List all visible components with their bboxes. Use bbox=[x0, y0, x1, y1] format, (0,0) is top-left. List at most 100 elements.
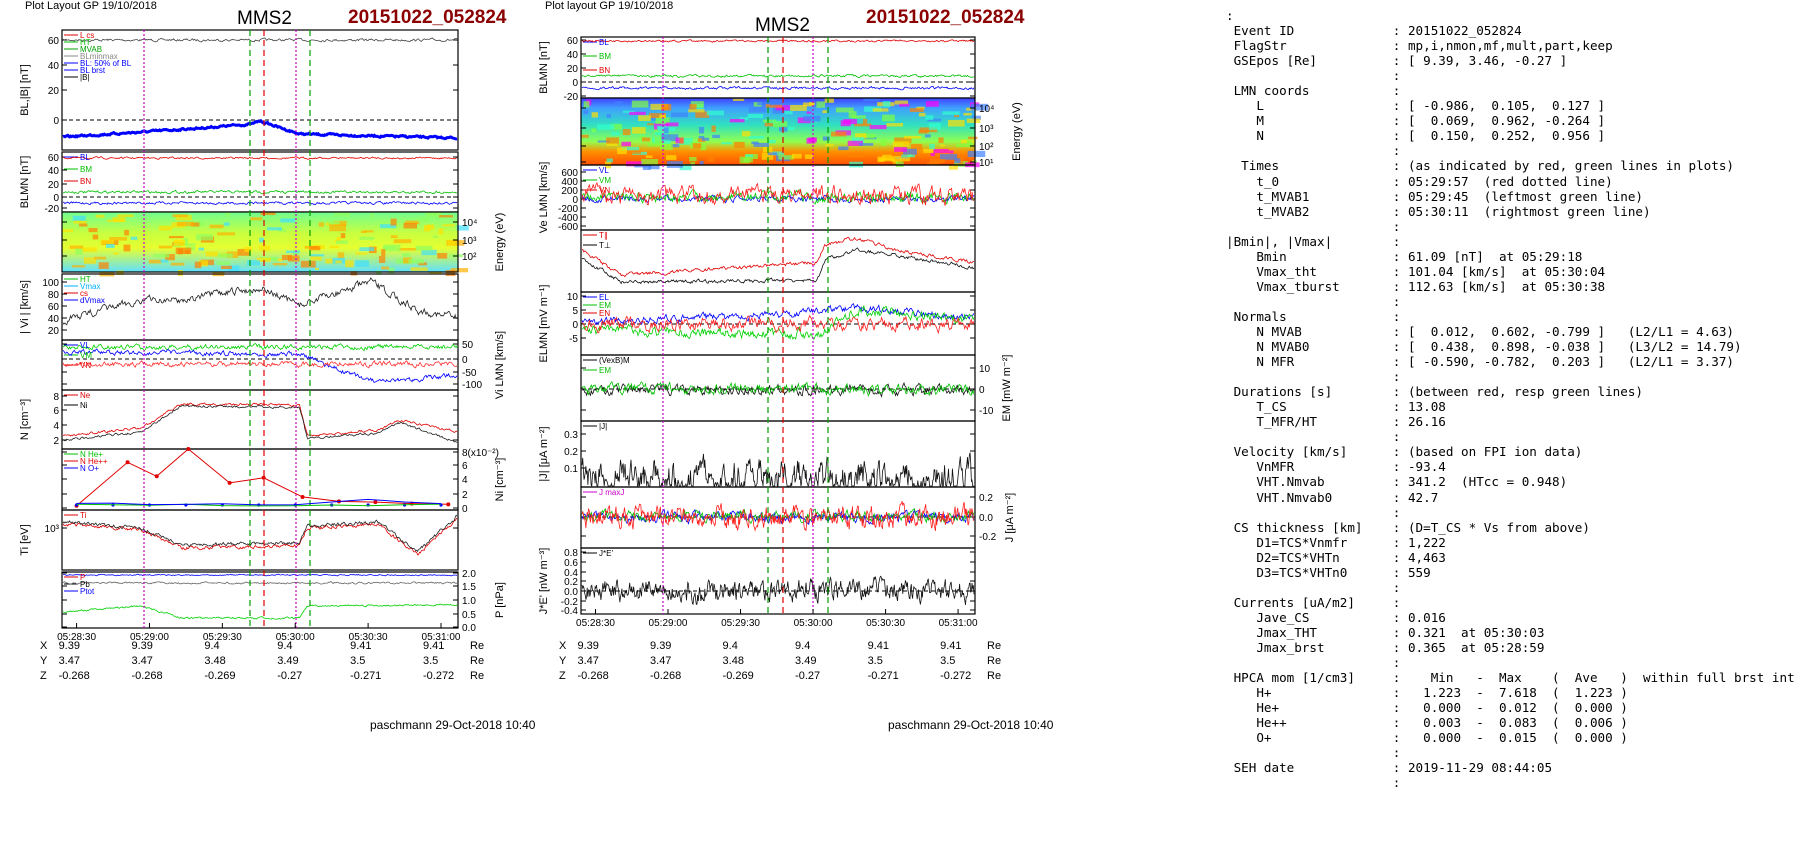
spectrogram-pixel bbox=[688, 109, 705, 113]
x-tick-label: 05:30:00 bbox=[276, 632, 315, 643]
spectrogram-pixel bbox=[664, 127, 669, 134]
spectrogram-pixel bbox=[918, 112, 926, 117]
middle-footer: paschmann 29-Oct-2018 10:40 bbox=[888, 718, 1054, 732]
spectrogram-pixel bbox=[647, 142, 664, 147]
summary-line: : bbox=[1392, 143, 1401, 159]
spectrogram-pixel bbox=[113, 252, 119, 255]
spectrogram-pixel bbox=[900, 157, 911, 162]
spectrogram-pixel bbox=[894, 100, 909, 105]
y-tick-label: 0 bbox=[53, 193, 59, 204]
spectrogram-pixel bbox=[340, 233, 346, 239]
panel-frame bbox=[61, 273, 459, 341]
spectrogram-pixel bbox=[785, 127, 795, 131]
series-ti-black bbox=[62, 514, 458, 553]
legend-entry: cs bbox=[80, 289, 88, 298]
summary-line: Times : (as indicated by red, green line… bbox=[1241, 158, 1734, 174]
spectrogram-pixel bbox=[697, 138, 706, 143]
spectrogram-pixel bbox=[882, 154, 892, 161]
spectrogram-pixel bbox=[169, 235, 184, 239]
y-tick-label: 0.0 bbox=[564, 587, 578, 598]
heplusplus-point bbox=[186, 447, 191, 451]
series-en bbox=[581, 314, 975, 335]
y-axis-label: J [μA m⁻²] bbox=[1004, 493, 1016, 542]
summary-line: Currents [uA/m2] : bbox=[1233, 594, 1401, 610]
coord-value: 3.5 bbox=[867, 655, 883, 667]
summary-line: VHT.Nmvab : 341.2 (HTcc = 0.948) bbox=[1256, 474, 1568, 490]
spectrogram-pixel bbox=[337, 252, 345, 259]
panel-frame bbox=[61, 389, 459, 450]
spectrogram-pixel bbox=[666, 122, 679, 127]
middle-event-title: 20151022_052824 bbox=[866, 7, 1025, 28]
y-tick-label: 10² bbox=[462, 252, 477, 263]
spectrogram-pixel bbox=[153, 253, 170, 258]
spectrogram-pixel bbox=[790, 104, 807, 111]
heplusplus-point bbox=[300, 494, 305, 499]
spectrogram-pixel bbox=[763, 119, 777, 123]
summary-line: : bbox=[1392, 504, 1401, 520]
y-axis-label: ELMN [mV m⁻¹] bbox=[538, 285, 550, 363]
series-p bbox=[62, 573, 458, 577]
coord-value: 9.4 bbox=[204, 640, 220, 652]
y-tick-label: 60 bbox=[567, 36, 579, 47]
series-vn bbox=[581, 181, 975, 206]
spectrogram-pixel bbox=[926, 162, 940, 166]
y-tick-label: 0.2 bbox=[564, 447, 578, 458]
spectrogram-pixel bbox=[929, 143, 935, 150]
legend-entry: BL bbox=[599, 38, 609, 47]
spectrogram-pixel bbox=[825, 144, 834, 147]
oplus-line bbox=[76, 498, 442, 506]
spectrogram-pixel bbox=[923, 148, 934, 154]
panel-ti bbox=[61, 509, 459, 571]
summary-line: : bbox=[1392, 579, 1401, 595]
summary-line: : bbox=[1392, 655, 1401, 671]
coord-value: 3.47 bbox=[577, 655, 599, 667]
summary-line: D1=TCS*Vnmfr : 1,222 bbox=[1256, 534, 1446, 550]
legend-entry: BL: 50% of BL bbox=[80, 59, 132, 68]
left-plot-header: Plot Layout GP 19/10/2018 bbox=[25, 0, 157, 12]
spectrogram-pixel bbox=[847, 140, 863, 146]
spectrogram-pixel bbox=[791, 153, 802, 159]
spectrogram-pixel bbox=[355, 252, 368, 255]
heplus-line bbox=[76, 503, 442, 507]
spectrogram-pixel bbox=[369, 213, 375, 218]
summary-line: HPCA mom [1/cm3] : Min - Max ( Ave ) wit… bbox=[1233, 670, 1795, 686]
spectrogram-pixel bbox=[689, 156, 697, 162]
spectrogram-pixel bbox=[73, 220, 87, 224]
summary-line: : bbox=[1392, 68, 1401, 84]
y-tick-label: -400 bbox=[558, 213, 578, 224]
spectrogram-pixel bbox=[895, 161, 904, 168]
spectrogram-pixel bbox=[610, 131, 620, 136]
coord-value: -0.27 bbox=[795, 670, 821, 682]
legend-entry: J*E' bbox=[599, 549, 613, 558]
coord-value: -0.269 bbox=[204, 670, 236, 682]
summary-line: : bbox=[1392, 218, 1401, 234]
spectrogram-pixel bbox=[863, 98, 880, 102]
coord-label: X bbox=[40, 640, 48, 652]
coord-row-Z: Z -0.268 -0.268 -0.269 -0.27 -0.271 -0.272 Re bbox=[0, 670, 484, 684]
spectrogram-pixel bbox=[256, 257, 271, 262]
legend-entry: Ne bbox=[80, 391, 91, 400]
y-tick-label: 400 bbox=[561, 177, 578, 188]
legend-entry: T⊥ bbox=[599, 241, 611, 250]
spectrogram-pixel bbox=[848, 152, 864, 158]
y-tick-label: 1.5 bbox=[462, 582, 476, 593]
spectrogram-pixel bbox=[748, 106, 767, 113]
heplusplus-point bbox=[373, 500, 378, 505]
coord-value: 3.48 bbox=[204, 655, 226, 667]
legend-entry: BL brst bbox=[80, 66, 106, 75]
coord-value: 3.5 bbox=[422, 655, 439, 667]
coord-unit: Re bbox=[470, 640, 485, 652]
spectrogram-pixel bbox=[698, 135, 705, 139]
panel-hpca bbox=[61, 448, 459, 511]
summary-line: : bbox=[1392, 293, 1401, 309]
y-tick-label: 40 bbox=[48, 166, 60, 177]
spectrogram-pixel bbox=[878, 158, 895, 162]
y-tick-label: 60 bbox=[48, 153, 60, 164]
spectrogram-pixel bbox=[345, 260, 354, 268]
coord-value: 3.47 bbox=[650, 655, 672, 667]
legend-entry: HT bbox=[80, 38, 91, 47]
spectrogram-pixel bbox=[767, 152, 778, 156]
coord-value: -0.27 bbox=[277, 670, 303, 682]
spectrogram-pixel bbox=[679, 163, 692, 171]
